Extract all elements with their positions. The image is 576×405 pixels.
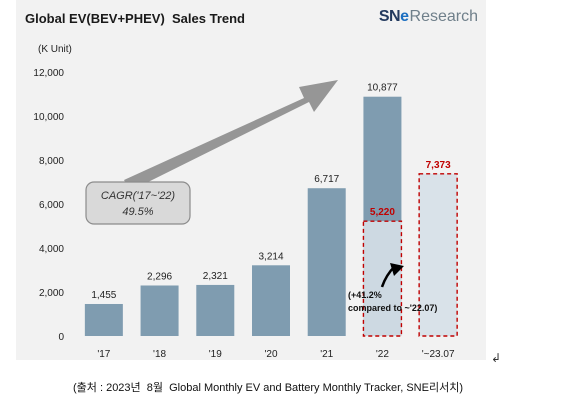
bar (307, 188, 346, 336)
bar-value-label: 6,717 (314, 174, 339, 185)
y-tick-label: 6,000 (39, 200, 64, 211)
growth-arrow-icon (124, 80, 338, 191)
dashed-bar (362, 220, 403, 337)
bar (196, 284, 235, 336)
y-tick-label: 0 (58, 332, 64, 343)
paragraph-mark: ↲ (491, 351, 502, 365)
cagr-callout (85, 181, 191, 225)
y-tick-label: 8,000 (39, 156, 64, 167)
cagr-value: 49.5% (122, 206, 153, 218)
x-tick-label: '21 (320, 349, 333, 360)
sales-chart: (K Unit) 0 2,000 4,000 6,000 8,000 10,000 12,00… (33, 44, 458, 360)
bar (140, 285, 179, 336)
growth-annotation: (+41.2% (348, 290, 382, 300)
y-tick-label: 12,000 (33, 68, 64, 79)
growth-annotation: compared to ~'22.07) (348, 303, 437, 313)
bar-value-label: 3,214 (258, 251, 283, 262)
logo-research-text: Research (409, 8, 478, 25)
y-tick-label: 10,000 (33, 112, 64, 123)
bar-value-label: 10,877 (367, 83, 398, 94)
x-tick-label: '18 (153, 349, 166, 360)
bar (252, 265, 290, 336)
x-tick-label: '~23.07 (422, 349, 455, 360)
bar-value-label: 2,321 (203, 271, 228, 282)
chart-panel: (K Unit) 0 2,000 4,000 6,000 8,000 10,000 12,00… (16, 0, 486, 360)
y-tick-label: 2,000 (39, 288, 64, 299)
chart-title: Global EV(BEV+PHEV) Sales Trend (25, 11, 245, 26)
x-tick-label: '22 (376, 349, 389, 360)
y-axis-label: (K Unit) (38, 44, 72, 55)
logo-sne: SNe (378, 8, 409, 25)
dashed-bar (418, 173, 458, 337)
sne-research-logo: SNeResearch (379, 8, 478, 26)
bar-value-label: 2,296 (147, 271, 172, 282)
cagr-label: CAGR('17~'22) (101, 190, 176, 202)
bar-value-label: 1,455 (91, 290, 116, 301)
bar-value-label: 7,373 (426, 160, 451, 171)
bar-value-label: 5,220 (370, 207, 395, 218)
x-tick-label: '20 (264, 349, 277, 360)
source-caption: (출처 : 2023년 8월 Global Monthly EV and Bat… (73, 382, 463, 394)
x-tick-label: '19 (209, 349, 222, 360)
x-tick-label: '17 (97, 349, 110, 360)
curved-arrow-head-icon (390, 263, 404, 276)
bar (84, 303, 123, 336)
y-tick-label: 4,000 (39, 244, 64, 255)
